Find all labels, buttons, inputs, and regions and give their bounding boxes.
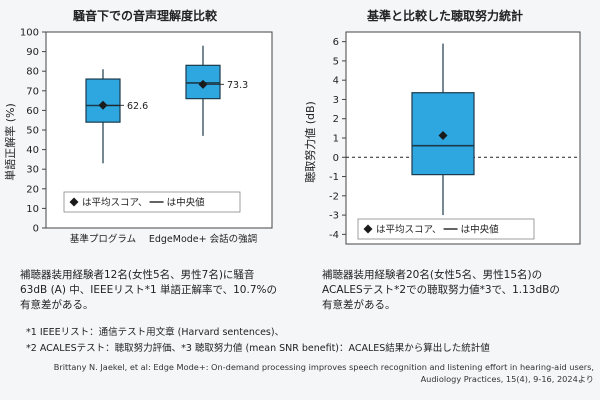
- citation-line: Brittany N. Jaekel, et al: Edge Mode+: O…: [53, 362, 594, 372]
- citation: Brittany N. Jaekel, et al: Edge Mode+: O…: [10, 361, 594, 385]
- legend-mean-text: は平均スコア、: [82, 197, 148, 209]
- y-tick-label: 2: [333, 114, 339, 125]
- y-tick-label: 50: [26, 126, 39, 137]
- y-tick-label: 5: [333, 56, 339, 67]
- footnote-1: *1 IEEEリスト：通信テスト用文章 (Harvard sentences)、: [26, 327, 285, 338]
- footnote-2: *2 ACALESテスト：聴取努力評価、*3 聴取努力値 (mean SNR b…: [26, 343, 490, 354]
- legend-median-text: は中央値: [167, 197, 206, 209]
- y-tick-label: 90: [26, 47, 39, 58]
- mean-value-label: 73.3: [227, 80, 248, 91]
- left-caption: 補聴器装用経験者12名(女性5名、男性7名)に騒音 63dB (A) 中、IEE…: [20, 268, 300, 313]
- y-tick-label: 100: [20, 28, 39, 39]
- right-caption-line: 補聴器装用経験者20名(女性5名、男性15名)の: [322, 269, 543, 281]
- y-tick-label: 40: [26, 145, 39, 156]
- y-tick-label: 0: [333, 153, 339, 164]
- y-tick-label: -2: [329, 191, 339, 202]
- y-tick-label: -3: [329, 211, 339, 222]
- left-chart-title: 騒音下での音声理解度比較: [72, 9, 217, 23]
- left-caption-line: 63dB (A) 中、IEEEリスト*1 単語正解率で、10.7%の: [20, 284, 277, 296]
- y-tick-label: -4: [329, 230, 339, 241]
- y-tick-label: -1: [329, 172, 339, 183]
- right-chart-title: 基準と比較した聴取努力統計: [366, 9, 523, 23]
- mean-value-label: 62.6: [127, 101, 148, 112]
- y-tick-label: 0: [33, 224, 39, 235]
- legend-mean-marker: [363, 224, 373, 234]
- left-caption-line: 有意差がある。: [20, 299, 94, 311]
- citation-line: Audiology Practices, 15(4), 9-16, 2024より: [420, 374, 594, 384]
- left-box-chart: 単語正解率 (%) 0 10 20 30 40 50 60 70 80 90 100 62.6 73.3…: [3, 28, 273, 245]
- y-tick-label: 6: [333, 37, 339, 48]
- left-y-axis-label: 単語正解率 (%): [3, 103, 17, 181]
- y-tick-label: 20: [26, 184, 39, 195]
- y-tick-label: 3: [333, 95, 339, 106]
- legend-mean-marker: [69, 197, 79, 207]
- y-tick-label: 70: [26, 86, 39, 97]
- y-tick-label: 10: [26, 204, 39, 215]
- legend-median-text: は中央値: [461, 224, 500, 236]
- left-caption-line: 補聴器装用経験者12名(女性5名、男性7名)に騒音: [20, 269, 255, 281]
- x-category-label: 基準プログラム: [70, 233, 136, 245]
- right-box-chart: 聴取努力値 (dB) -4 -3 -2 -1 0 1 2 3 4 5 6 は平均スコア、 は中央値: [303, 31, 581, 245]
- y-tick-label: 60: [26, 106, 39, 117]
- right-y-axis-label: 聴取努力値 (dB): [303, 101, 317, 183]
- y-tick-label: 1: [333, 134, 339, 145]
- legend-mean-text: は平均スコア、: [376, 224, 442, 236]
- box: [85, 78, 121, 123]
- right-caption-line: 有意差がある。: [322, 299, 396, 311]
- y-tick-label: 30: [26, 165, 39, 176]
- right-caption-line: ACALESテスト*2での聴取努力値*3で、1.13dBの: [322, 284, 560, 296]
- y-tick-label: 80: [26, 67, 39, 78]
- right-caption: 補聴器装用経験者20名(女性5名、男性15名)の ACALESテスト*2での聴取…: [322, 268, 598, 313]
- mean-marker: [438, 130, 448, 140]
- x-category-label: EdgeMode+ 会話の強調: [149, 233, 257, 245]
- y-tick-label: 4: [333, 76, 339, 87]
